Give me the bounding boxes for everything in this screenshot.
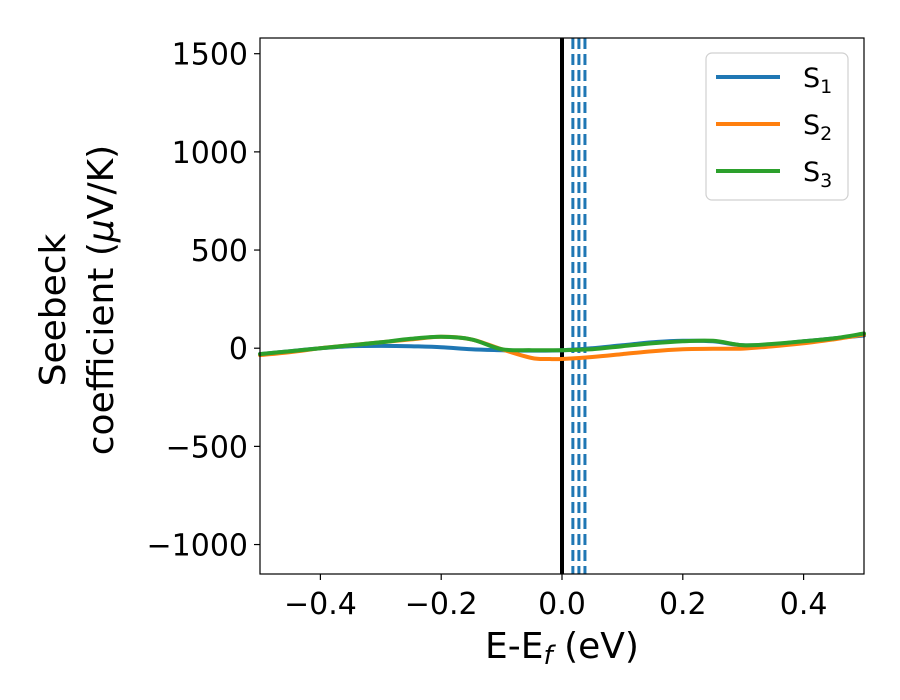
x-axis-label: E-Ef (eV)	[485, 626, 639, 671]
y-tick-label: 1000	[172, 136, 248, 171]
legend-label-s2: S2	[803, 110, 832, 145]
y-tick-label: −1000	[147, 529, 248, 564]
x-tick-label: −0.2	[405, 587, 478, 622]
legend: S1 S2 S3	[705, 52, 849, 201]
reference-lines	[560, 38, 587, 574]
y-axis-label-line1: Seebeck	[33, 233, 74, 386]
y-tick-label: −500	[166, 430, 248, 465]
y-axis: −1000 −500 0 500 1000 1500	[147, 38, 260, 564]
x-tick-label: 0.0	[538, 587, 586, 622]
x-tick-label: −0.4	[284, 587, 357, 622]
y-axis-label-line2: coefficient (μV/K)	[81, 145, 122, 455]
legend-label-s1: S1	[803, 63, 832, 98]
x-axis: −0.4 −0.2 0.0 0.2 0.4	[284, 574, 827, 622]
legend-box	[705, 52, 849, 201]
legend-label-s3: S3	[803, 157, 832, 192]
series-layer	[258, 331, 866, 362]
x-tick-label: 0.2	[659, 587, 707, 622]
x-tick-label: 0.4	[780, 587, 828, 622]
y-tick-label: 0	[229, 332, 248, 367]
y-tick-label: 500	[191, 234, 248, 269]
series-line-s3	[258, 331, 866, 357]
y-tick-label: 1500	[172, 38, 248, 73]
